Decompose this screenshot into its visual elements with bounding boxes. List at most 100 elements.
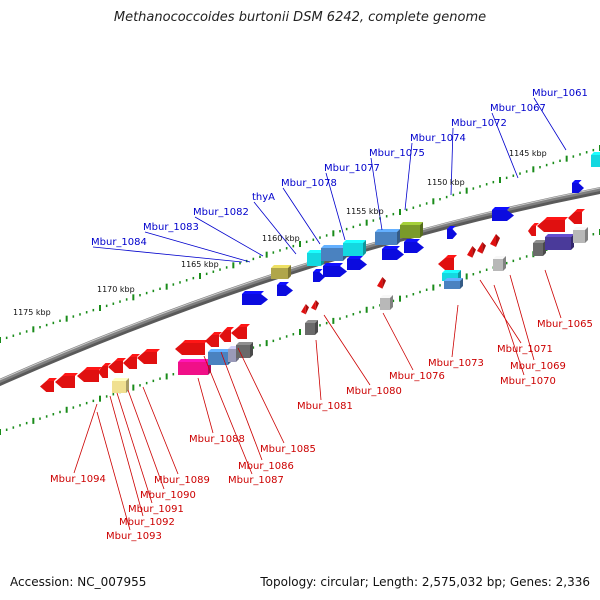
reverse-gene: [477, 242, 486, 254]
forward-gene: [375, 229, 400, 245]
forward-gene: [343, 240, 366, 256]
forward-gene-label: Mbur_1084: [91, 237, 147, 248]
reverse-gene-label: Mbur_1087: [228, 475, 284, 486]
reverse-gene: [219, 327, 234, 342]
reverse-gene-label: Mbur_1092: [119, 517, 175, 528]
forward-gene: [313, 269, 325, 282]
forward-leader-line: [253, 201, 297, 255]
reverse-gene: [301, 304, 309, 315]
accession-text: Accession: NC_007955: [10, 575, 147, 589]
reverse-gene: [444, 278, 463, 289]
forward-leader-line: [194, 216, 264, 257]
reverse-gene-label: Mbur_1094: [50, 474, 106, 485]
reverse-gene: [236, 342, 253, 358]
reverse-leader-line: [323, 314, 371, 386]
reverse-gene: [205, 332, 222, 347]
reverse-leader-line: [203, 355, 253, 475]
reverse-gene-label: Mbur_1090: [140, 490, 196, 501]
forward-gene-label: Mbur_1083: [143, 222, 199, 233]
reverse-leader-line: [96, 411, 131, 531]
reverse-gene: [573, 227, 588, 243]
forward-gene: [492, 207, 514, 221]
reverse-gene: [377, 277, 386, 289]
genome-summary-text: Topology: circular; Length: 2,575,032 bp…: [260, 575, 590, 589]
reverse-gene-label: Mbur_1070: [500, 376, 556, 387]
map-title: Methanococcoides burtonii DSM 6242, comp…: [113, 10, 487, 25]
reverse-gene: [305, 320, 318, 335]
forward-leader-line: [533, 97, 567, 151]
reverse-gene: [208, 349, 231, 365]
forward-leader-line: [144, 231, 251, 263]
reverse-gene: [467, 246, 476, 258]
forward-gene: [404, 239, 424, 253]
forward-gene: [271, 265, 291, 279]
reverse-gene: [493, 256, 506, 271]
forward-gene: [321, 245, 346, 261]
kbp-scale-label: 1165 kbp: [181, 260, 219, 269]
gene-features: [40, 152, 600, 393]
reverse-gene: [112, 378, 129, 393]
forward-gene: [242, 291, 268, 305]
reverse-gene-label: Mbur_1069: [510, 361, 566, 372]
reverse-leader-line: [509, 274, 535, 361]
reverse-gene: [175, 340, 208, 355]
reverse-gene: [77, 367, 102, 382]
forward-leader-line: [282, 187, 321, 245]
backbone-highlight: [0, 187, 600, 381]
reverse-gene: [40, 378, 57, 392]
forward-gene: [400, 222, 423, 238]
forward-leader-line: [404, 142, 413, 211]
forward-gene: [447, 226, 457, 239]
reverse-leader-line: [451, 304, 459, 358]
forward-gene: [572, 180, 584, 193]
forward-gene: [277, 282, 293, 296]
reverse-gene: [533, 240, 546, 256]
reverse-leader-line: [220, 351, 263, 461]
reverse-gene: [98, 363, 111, 378]
forward-leader-line: [370, 157, 383, 231]
reverse-gene-label: Mbur_1081: [297, 401, 353, 412]
reverse-gene-label: Mbur_1089: [154, 475, 210, 486]
label-leader-lines: [73, 97, 567, 531]
reverse-leader-line: [142, 386, 179, 475]
forward-leader-line: [325, 172, 346, 241]
reverse-gene-label: Mbur_1085: [260, 444, 316, 455]
forward-gene: [347, 256, 367, 270]
reverse-leader-line: [127, 389, 165, 490]
gene-labels: 1145 kbp 1150 kbp 1155 kbp 1160 kbp 1165 kbp…: [13, 88, 593, 542]
kbp-scale-label: 1155 kbp: [346, 207, 384, 216]
backbone-shadow: [0, 187, 600, 387]
reverse-gene: [545, 234, 574, 250]
reverse-gene: [380, 295, 393, 310]
reverse-gene: [178, 359, 211, 375]
reverse-gene-label: Mbur_1073: [428, 358, 484, 369]
reverse-gene-label: Mbur_1091: [128, 504, 184, 515]
reverse-gene: [108, 358, 126, 373]
kbp-scale-label: 1175 kbp: [13, 308, 51, 317]
forward-gene: [323, 263, 347, 277]
forward-gene-label: thyA: [252, 192, 275, 203]
reverse-leader-line: [197, 377, 214, 434]
genome-backbone: [0, 186, 600, 387]
reverse-leader-line: [116, 392, 153, 504]
forward-gene-label: Mbur_1075: [369, 148, 425, 159]
forward-gene-label: Mbur_1074: [410, 133, 466, 144]
backbone: [0, 186, 600, 383]
reverse-gene-label: Mbur_1088: [189, 434, 245, 445]
reverse-gene-label: Mbur_1071: [497, 344, 553, 355]
reverse-gene-label: Mbur_1093: [106, 531, 162, 542]
reverse-gene: [137, 349, 160, 364]
forward-leader-line: [450, 127, 454, 196]
reverse-leader-line: [544, 269, 562, 319]
reverse-gene: [537, 217, 568, 232]
reverse-gene: [55, 373, 78, 388]
reverse-gene-label: Mbur_1076: [389, 371, 445, 382]
kbp-scale-label: 1160 kbp: [262, 234, 300, 243]
forward-leader-line: [491, 112, 519, 179]
forward-gene: [591, 152, 600, 167]
forward-leader-line: [92, 246, 243, 263]
reverse-gene-label: Mbur_1065: [537, 319, 593, 330]
reverse-gene: [438, 255, 457, 270]
reverse-leader-line: [109, 395, 144, 517]
